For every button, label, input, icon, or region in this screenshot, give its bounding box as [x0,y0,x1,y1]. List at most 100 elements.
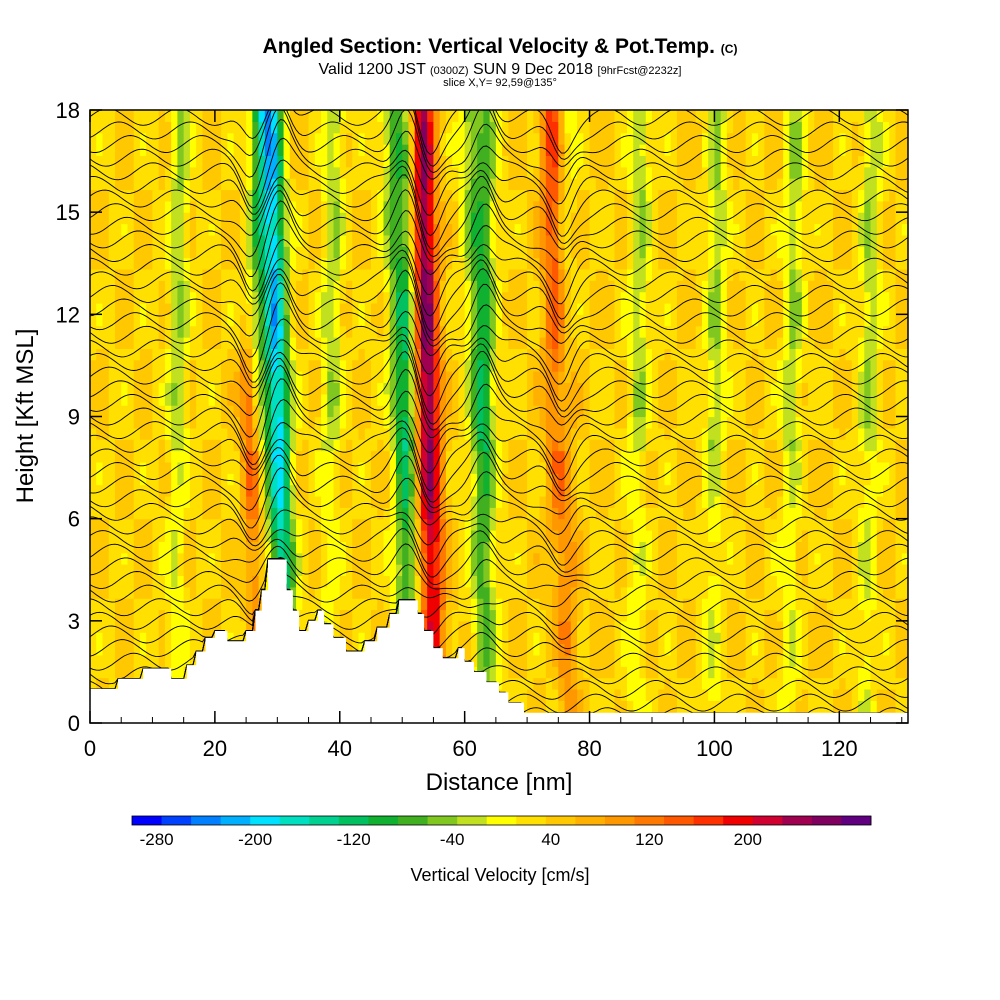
heat-cell [346,530,353,542]
heat-cell [177,291,185,304]
heat-cell [358,427,366,440]
heat-cell [383,541,391,554]
heat-cell [602,461,609,474]
heat-cell [564,439,572,452]
heat-cell [564,189,572,202]
chart-title-units: (C) [720,42,738,56]
heat-cell [651,302,659,315]
heat-cell [520,677,528,690]
heat-cell [333,507,341,520]
heat-cell [102,541,110,554]
heat-cell [114,337,122,349]
heat-cell [346,632,353,645]
heat-cell [90,359,97,372]
heat-cell [196,643,203,656]
heat-cell [633,586,641,599]
heat-cell [558,382,566,395]
heat-cell [589,337,597,349]
heat-cell [108,473,116,486]
heat-cell [196,144,203,157]
heat-cell [146,291,154,304]
heat-cell [489,564,497,577]
heat-cell [364,257,372,270]
heat-cell [651,291,659,304]
heat-cell [470,564,478,577]
heat-cell [90,530,97,542]
heat-cell [589,382,597,395]
heat-cell [183,495,191,508]
heat-cell [102,518,110,531]
heat-cell [395,552,403,565]
heat-cell [289,359,297,372]
heat-cell [564,110,572,122]
heat-cell [221,575,228,588]
heat-cell [589,223,597,236]
heat-cell [389,416,397,429]
heat-cell [414,495,422,508]
heat-cell [114,371,122,384]
heat-cell [139,382,147,395]
heat-cell [321,541,328,554]
heat-cell [602,268,609,281]
heat-cell [302,518,310,531]
heat-cell [264,200,272,213]
heat-cell [177,405,185,418]
heat-cell [614,257,622,270]
heat-cell [202,427,210,440]
heat-cell [358,325,366,338]
heat-cell [308,280,316,293]
heat-cell [402,552,410,565]
heat-cell [464,530,472,542]
heat-cell [221,132,228,145]
heat-cell [114,450,122,463]
heat-cell [458,461,466,474]
heat-cell [364,189,372,202]
heat-cell [152,609,160,622]
heat-cell [271,484,278,497]
heat-cell [90,178,97,191]
heat-cell [258,450,266,463]
heat-cell [483,484,491,497]
heat-cell [389,314,397,327]
heat-cell [570,178,578,191]
heat-cell [383,507,391,520]
heat-cell [271,110,278,122]
heat-cell [514,666,522,679]
heat-cell [233,530,241,542]
heat-cell [233,291,241,304]
heat-cell [133,291,141,304]
heat-cell [283,246,291,259]
heat-cell [214,484,222,497]
heat-cell [133,552,141,565]
heat-cell [602,439,609,452]
heat-cell [114,439,122,452]
heat-cell [171,382,179,395]
heat-cell [477,268,484,281]
heat-cell [520,643,528,656]
heat-cell [246,609,253,622]
heat-cell [214,518,222,531]
heat-cell [383,575,391,588]
heat-cell [445,507,453,520]
heat-cell [246,178,253,191]
heat-cell [520,700,528,713]
heat-cell [508,530,516,542]
heat-cell [102,371,110,384]
heat-cell [577,325,584,338]
heat-cell [383,427,391,440]
heat-cell [595,234,603,247]
heat-cell [146,359,154,372]
heat-cell [352,450,360,463]
heat-cell [477,654,484,667]
heat-cell [420,450,428,463]
heat-cell [558,620,566,633]
heat-cell [283,495,291,508]
heat-cell [183,439,191,452]
heat-cell [639,416,647,429]
heat-cell [108,348,116,361]
heat-cell [514,234,522,247]
heat-cell [602,144,609,157]
heat-cell [439,541,447,554]
heat-cell [452,325,460,338]
heat-cell [102,564,110,577]
